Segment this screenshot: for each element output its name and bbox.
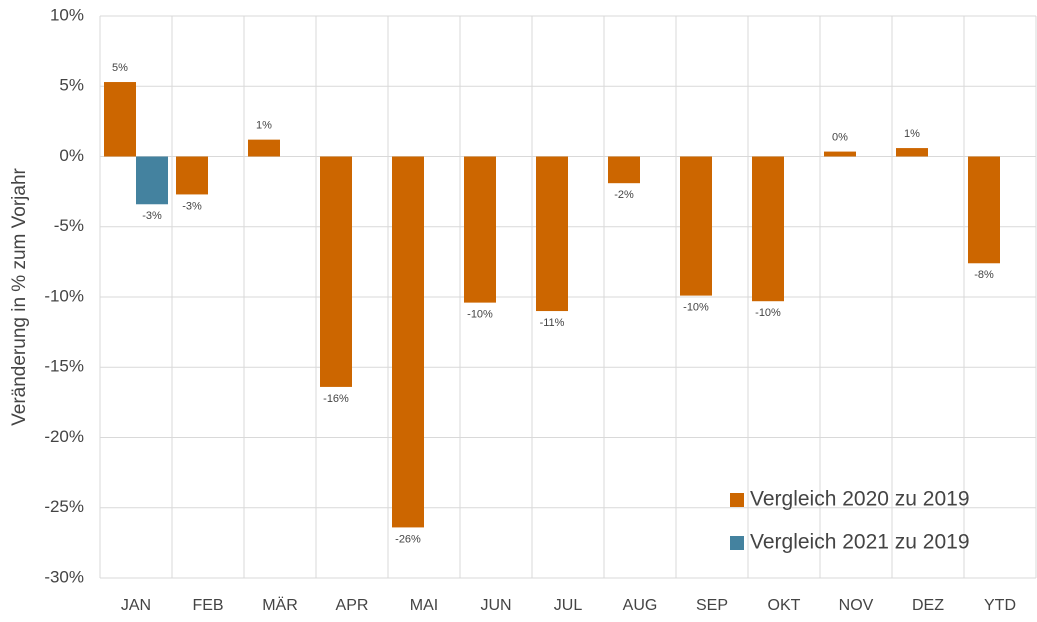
bar	[608, 156, 640, 184]
y-tick-label: 10%	[50, 5, 84, 24]
bar	[536, 156, 568, 312]
x-tick-label: AUG	[623, 597, 658, 614]
data-label: -26%	[395, 533, 421, 545]
x-tick-label: OKT	[768, 597, 801, 614]
data-label: -16%	[323, 393, 349, 405]
x-tick-label: DEZ	[912, 597, 944, 614]
y-tick-label: -10%	[44, 286, 84, 305]
x-tick-label: YTD	[984, 597, 1016, 614]
y-tick-label: -15%	[44, 357, 84, 376]
bar	[248, 139, 280, 157]
legend-swatch	[730, 536, 744, 550]
x-tick-label: MÄR	[262, 596, 298, 614]
bar	[176, 156, 208, 195]
y-axis-label: Veränderung in % zum Vorjahr	[9, 167, 30, 425]
y-tick-label: 5%	[59, 76, 84, 95]
x-tick-label: MAI	[410, 597, 438, 614]
legend-label: Vergleich 2021 zu 2019	[750, 531, 970, 554]
bar	[968, 156, 1000, 264]
x-tick-label: FEB	[192, 597, 223, 614]
y-tick-label: 0%	[59, 146, 84, 165]
y-tick-label: -5%	[54, 216, 84, 235]
data-label: -8%	[974, 269, 994, 281]
data-label: -10%	[683, 302, 709, 314]
data-label: 5%	[112, 62, 128, 74]
bar	[896, 148, 928, 157]
x-tick-label: JUL	[554, 597, 583, 614]
data-label: -3%	[142, 210, 162, 222]
data-label: -2%	[614, 189, 634, 201]
bar	[136, 156, 168, 205]
data-label: 0%	[832, 131, 848, 143]
x-tick-label: APR	[336, 597, 369, 614]
data-label: 1%	[904, 128, 920, 140]
x-tick-label: NOV	[839, 597, 874, 614]
data-label: -10%	[467, 309, 493, 321]
data-label: -11%	[540, 317, 565, 329]
bar	[320, 156, 352, 387]
y-tick-label: -20%	[44, 427, 84, 446]
x-tick-label: JUN	[480, 597, 511, 614]
legend-swatch	[730, 493, 744, 507]
bar	[464, 156, 496, 303]
x-tick-label: SEP	[696, 597, 728, 614]
y-tick-label: -30%	[44, 567, 84, 586]
bar	[752, 156, 784, 302]
bar	[104, 82, 136, 157]
bar	[824, 151, 856, 157]
bar	[680, 156, 712, 296]
x-tick-label: JAN	[121, 597, 151, 614]
bar	[392, 156, 424, 528]
y-tick-label: -25%	[44, 497, 84, 516]
data-label: -3%	[182, 200, 202, 212]
data-label: 1%	[256, 120, 272, 132]
legend-label: Vergleich 2020 zu 2019	[750, 488, 970, 511]
data-label: -10%	[755, 307, 781, 319]
